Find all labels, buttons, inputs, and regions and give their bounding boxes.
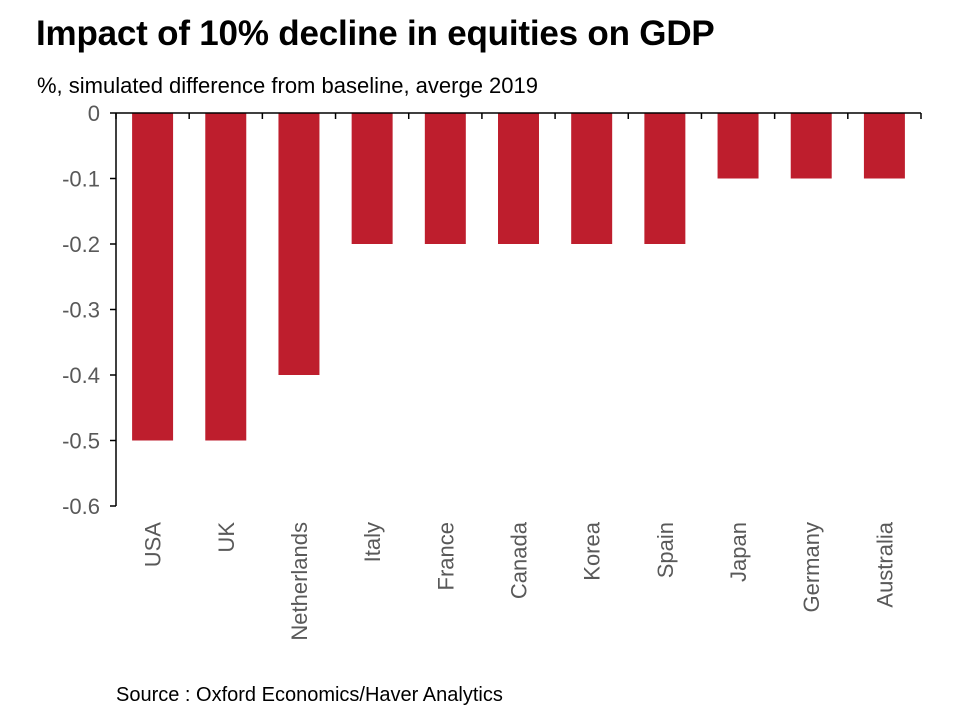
x-category-label: UK xyxy=(214,522,239,553)
category-labels: USA UK Netherlands Italy France Canada Korea Sp… xyxy=(141,521,898,640)
x-category-label: France xyxy=(433,522,458,590)
source-note: Source : Oxford Economics/Haver Analytic… xyxy=(116,684,503,706)
x-category-label: Canada xyxy=(507,521,532,599)
x-category-label: Italy xyxy=(360,522,385,562)
x-category-label: Spain xyxy=(653,522,678,578)
bars xyxy=(132,113,905,441)
bar-japan xyxy=(717,113,759,179)
y-tick-label: -0.5 xyxy=(62,429,100,454)
y-tick-label: -0.6 xyxy=(62,494,100,519)
y-tick-label: -0.3 xyxy=(62,298,100,323)
y-tick-label: -0.2 xyxy=(62,232,100,257)
chart-subtitle: %, simulated difference from baseline, a… xyxy=(37,73,538,98)
bar-korea xyxy=(571,113,613,244)
x-category-label: Netherlands xyxy=(287,522,312,641)
bar-usa xyxy=(132,113,174,441)
bar-germany xyxy=(790,113,832,179)
y-tick-label: 0 xyxy=(88,101,100,126)
x-category-label: Korea xyxy=(580,521,605,580)
bar-france xyxy=(424,113,466,244)
y-tick-label: -0.1 xyxy=(62,167,100,192)
x-category-label: Japan xyxy=(726,522,751,582)
bar-canada xyxy=(498,113,539,244)
x-category-label: USA xyxy=(141,522,166,568)
bar-italy xyxy=(351,113,393,244)
x-category-label: Australia xyxy=(872,521,897,607)
bar-spain xyxy=(644,113,686,244)
y-tick-label: -0.4 xyxy=(62,363,100,388)
bar-uk xyxy=(205,113,247,441)
chart-title: Impact of 10% decline in equities on GDP xyxy=(36,14,715,53)
bar-australia xyxy=(863,113,905,179)
y-axis-ticks: 0 -0.1 -0.2 -0.3 -0.4 -0.5 -0.6 xyxy=(62,101,116,519)
bar-netherlands xyxy=(278,113,320,375)
x-category-label: Germany xyxy=(799,522,824,612)
